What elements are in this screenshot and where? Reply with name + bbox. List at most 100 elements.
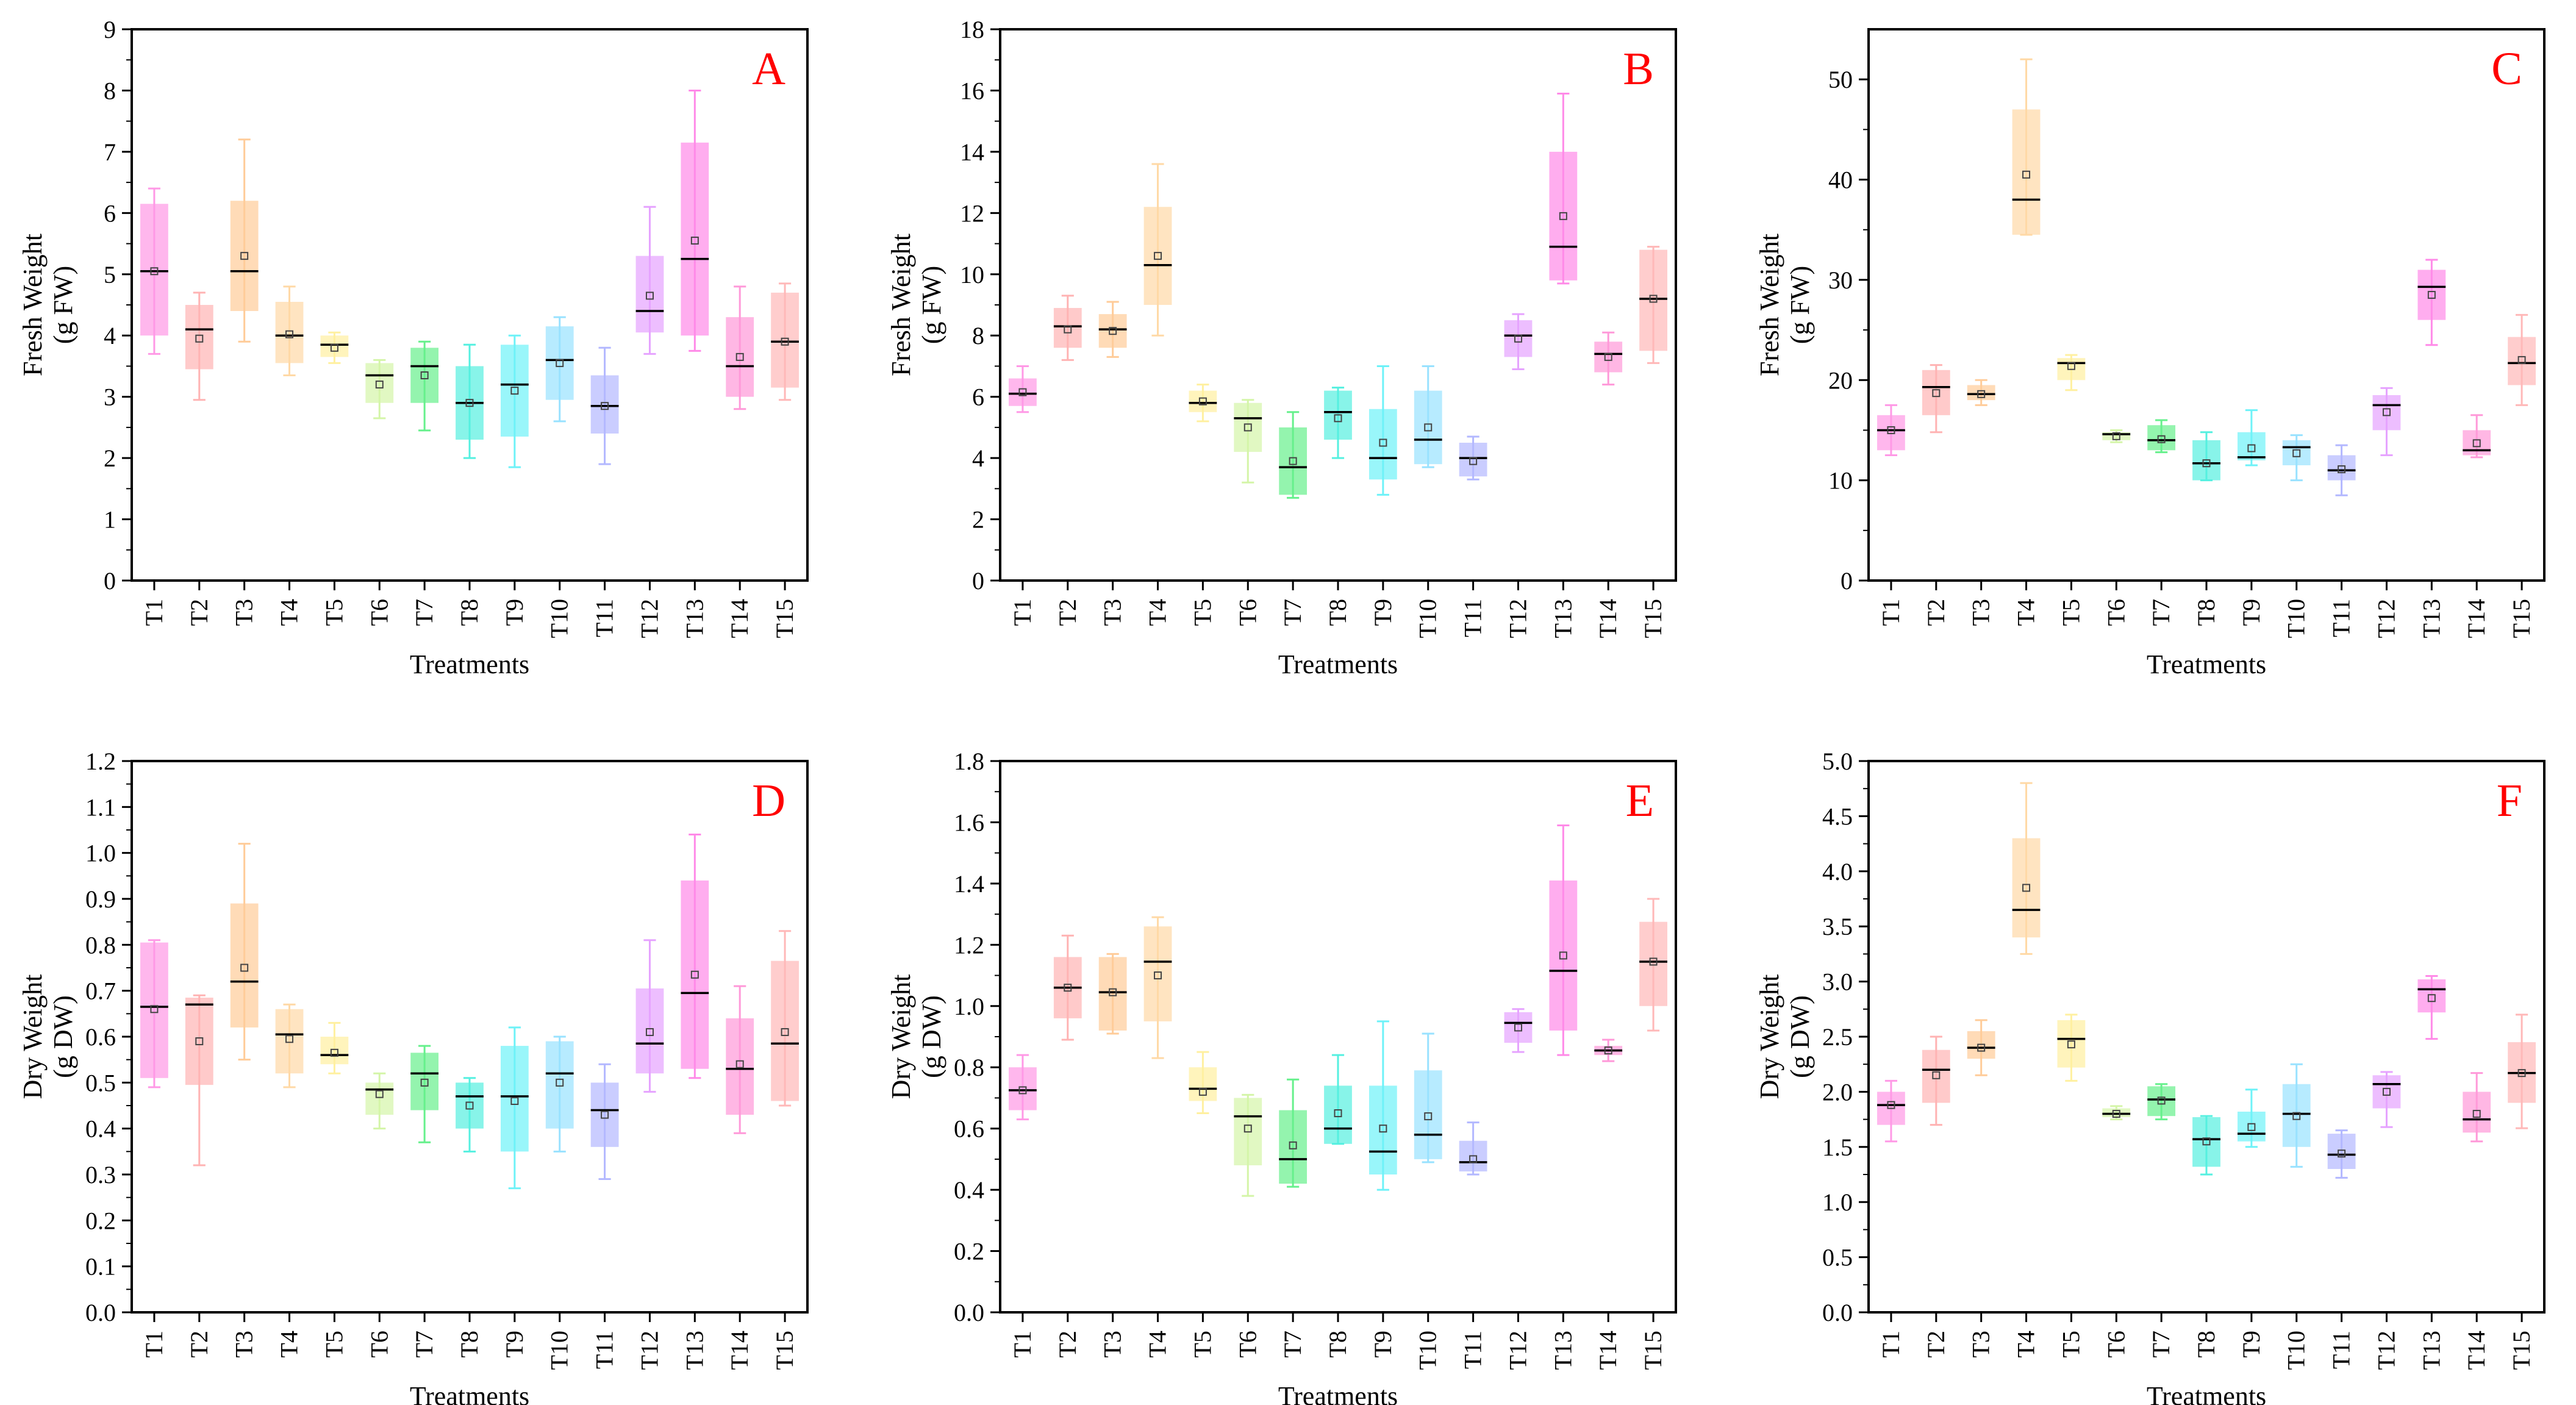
x-tick-label: T5 [320, 599, 348, 626]
x-tick-label: T7 [2147, 599, 2175, 626]
box-body [1639, 249, 1667, 351]
y-tick-label: 4 [972, 445, 984, 472]
mean-marker [1154, 252, 1162, 260]
mean-marker [1243, 423, 1252, 432]
box-t6 [1234, 399, 1262, 484]
mean-marker [285, 1035, 294, 1043]
y-tick-label: 5 [104, 261, 116, 288]
mean-marker [1424, 423, 1433, 432]
box-body [545, 1041, 574, 1129]
x-tick-label: T7 [2147, 1331, 2175, 1357]
y-tick-label: 2.0 [1822, 1078, 1853, 1106]
box-body [1234, 402, 1262, 452]
box-t1 [1877, 404, 1905, 457]
y-tick-label: 2.5 [1822, 1023, 1853, 1051]
box-body [2282, 1084, 2311, 1147]
x-tick-label: T2 [185, 1331, 213, 1357]
box-body [1279, 1110, 1308, 1184]
box-body [140, 204, 168, 336]
box-t9 [2237, 1089, 2266, 1148]
box-t13 [2417, 975, 2446, 1040]
mean-marker [1469, 457, 1478, 465]
x-tick-label: T3 [231, 599, 258, 626]
x-tick-label: T5 [1189, 599, 1216, 626]
mean-marker [2157, 1096, 2166, 1105]
y-axis-title: Fresh Weight(g FW) [1755, 234, 1815, 376]
x-axis-title: Treatments [1278, 649, 1398, 679]
y-tick-label: 1.2 [954, 931, 984, 959]
x-tick-label: T3 [231, 1331, 258, 1357]
box-t7 [2147, 419, 2176, 454]
box-t3 [1098, 301, 1127, 358]
x-tick-label: T10 [546, 599, 573, 638]
x-axis-title: Treatments [1278, 1381, 1398, 1405]
mean-marker [1649, 957, 1658, 966]
mean-marker [2022, 884, 2031, 892]
box-t15 [771, 930, 799, 1107]
mean-marker [1379, 1124, 1387, 1133]
box-body [2508, 337, 2536, 385]
box-body [320, 1037, 349, 1065]
mean-marker [1977, 1043, 1986, 1052]
panel-label: E [1626, 775, 1654, 826]
y-tick-label: 2 [104, 445, 116, 472]
box-body [1639, 921, 1667, 1006]
x-tick-label: T7 [410, 1331, 438, 1357]
y-axis-title-line: (g DW) [48, 995, 78, 1078]
mean-marker [1109, 988, 1117, 996]
y-tick-label: 1.5 [1822, 1134, 1853, 1161]
x-tick-label: T1 [1877, 599, 1905, 626]
box-t1 [140, 187, 168, 355]
y-tick-label: 14 [960, 138, 984, 166]
y-tick-label: 5.0 [1822, 748, 1853, 775]
box-body [1414, 1070, 1442, 1159]
y-tick-label: 1.6 [954, 809, 984, 836]
x-tick-label: T11 [2328, 599, 2355, 637]
mean-marker [556, 1078, 564, 1087]
box-t6 [2102, 429, 2131, 443]
mean-marker [420, 1078, 429, 1087]
mean-marker [1334, 414, 1342, 423]
box-t10 [2282, 434, 2311, 482]
x-tick-label: T13 [681, 1331, 708, 1370]
box-t15 [771, 282, 799, 401]
y-tick-label: 0.0 [954, 1299, 984, 1326]
mean-marker [2247, 1123, 2256, 1131]
y-tick-label: 0 [104, 567, 116, 595]
y-tick-label: 1.4 [954, 870, 984, 898]
plot-frame [1867, 28, 2546, 582]
plot-frame [131, 760, 809, 1314]
box-body [456, 1082, 484, 1129]
box-body [2417, 979, 2446, 1013]
mean-marker [1559, 212, 1567, 220]
y-tick-label: 18 [960, 16, 984, 43]
x-tick-label: T13 [2417, 1331, 2445, 1370]
x-tick-label: T15 [2508, 1331, 2535, 1370]
x-tick-label: T8 [456, 599, 483, 626]
y-tick-label: 0.3 [85, 1161, 116, 1189]
mean-marker [1932, 1071, 1941, 1079]
x-tick-label: T9 [1369, 599, 1397, 626]
mean-marker [2022, 170, 2031, 179]
box-body [1368, 409, 1397, 480]
box-body [2147, 425, 2176, 451]
box-t3 [1098, 953, 1127, 1035]
box-body [320, 335, 349, 357]
y-tick-label: 0.6 [85, 1023, 116, 1051]
box-t15 [1639, 898, 1667, 1032]
box-body [1279, 427, 1308, 495]
box-body [500, 1046, 529, 1152]
box-body [410, 1053, 439, 1110]
x-tick-label: T11 [1459, 599, 1487, 637]
x-tick-label: T8 [1324, 1331, 1351, 1357]
mean-marker [2382, 1087, 2391, 1096]
x-tick-label: T1 [140, 599, 168, 626]
mean-marker [690, 970, 699, 979]
mean-marker [1559, 951, 1567, 960]
y-tick-label: 4.5 [1822, 803, 1853, 830]
box-t11 [590, 1063, 619, 1181]
panel-a: 0 1 2 3 4 5 6 7 8 9 T1 T2 T3 T4 T5 T6 T7 T8 T9 T10 T11 T12 T13… [18, 16, 809, 679]
box-t14 [2463, 414, 2491, 459]
plot-frame [1867, 760, 2546, 1314]
